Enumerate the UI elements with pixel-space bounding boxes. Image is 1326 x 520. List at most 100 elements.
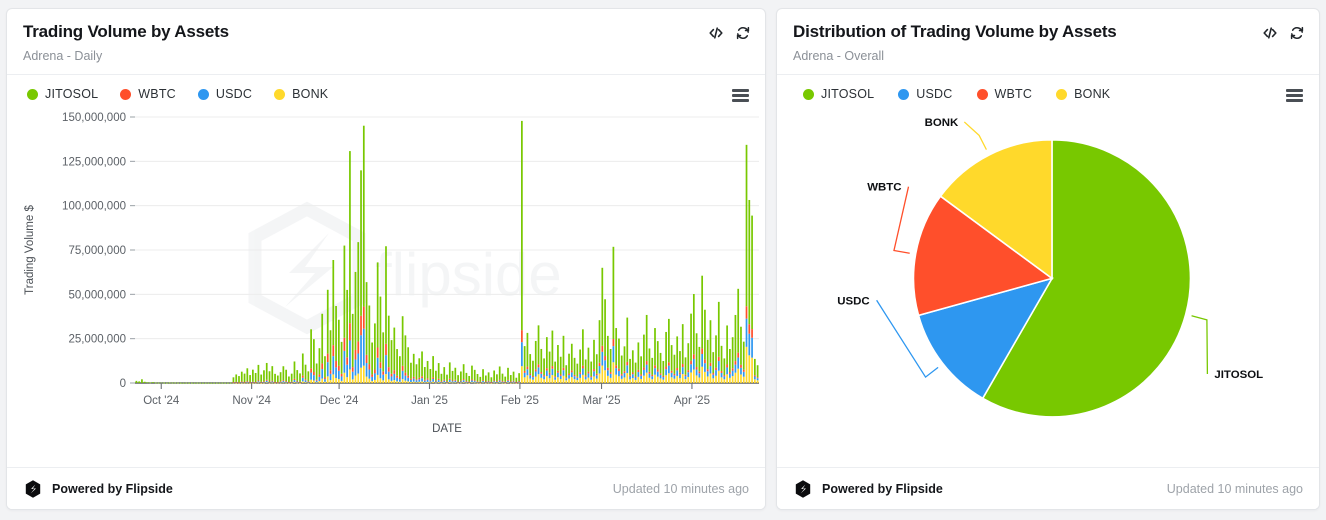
bar-segment xyxy=(410,382,412,383)
flipside-logo-icon xyxy=(793,479,813,499)
bar-segment xyxy=(604,370,606,383)
bar-segment xyxy=(606,367,609,371)
bar-segment xyxy=(726,367,728,375)
left-header-tools xyxy=(708,25,751,41)
bar-segment xyxy=(543,358,545,376)
page-title: Trading Volume by Assets xyxy=(23,22,229,41)
bar-segment xyxy=(590,379,593,383)
legend-item-jitosol[interactable]: JITOSOL xyxy=(803,87,874,101)
bar-segment xyxy=(268,381,271,383)
bar-segment xyxy=(335,360,337,368)
bar-segment xyxy=(634,379,637,383)
bar-segment xyxy=(332,260,335,346)
bar-segment xyxy=(332,374,335,383)
flipside-watermark: flipside xyxy=(248,201,562,335)
bar-segment xyxy=(493,382,496,384)
bar-segment xyxy=(626,365,629,374)
bar-segment xyxy=(432,377,434,380)
bar-segment xyxy=(326,376,329,383)
bar-segment xyxy=(681,367,684,375)
bar-segment xyxy=(401,379,404,383)
hamburger-menu-icon[interactable] xyxy=(732,89,749,102)
bar-segment xyxy=(146,382,149,384)
bar-segment xyxy=(288,382,290,383)
bar-segment xyxy=(138,381,141,383)
bar-segment xyxy=(656,371,659,377)
bar-segment xyxy=(626,317,629,362)
pie-chart[interactable]: JITOSOL USDC WBTC BONK xyxy=(777,107,1319,458)
refresh-icon[interactable] xyxy=(735,25,751,41)
legend-item-wbtc[interactable]: WBTC xyxy=(976,87,1033,101)
bar-segment xyxy=(537,364,540,368)
bar-segment xyxy=(351,313,354,368)
bar-segment xyxy=(618,376,620,383)
legend-item-jitosol[interactable]: JITOSOL xyxy=(27,87,98,101)
code-brackets-icon[interactable] xyxy=(708,25,724,41)
bar-segment xyxy=(465,372,468,382)
bar-segment xyxy=(623,371,626,374)
bar-segment xyxy=(576,377,579,381)
bar-segment xyxy=(324,356,326,378)
bar-segment xyxy=(235,382,238,384)
stacked-bar-chart[interactable]: flipside 0 25,000,000 50,000,000 75,000,000 1… xyxy=(7,107,765,459)
bar-segment xyxy=(623,377,626,383)
bar-segment xyxy=(260,381,263,383)
bar-segment xyxy=(479,376,482,382)
bar-segment xyxy=(587,377,590,383)
bar-segment xyxy=(346,357,349,365)
bar-segment xyxy=(462,379,465,381)
bar-segment xyxy=(177,382,179,384)
bar-segment xyxy=(410,379,412,383)
legend-item-wbtc[interactable]: WBTC xyxy=(120,87,176,101)
bar-segment xyxy=(637,342,640,370)
card-subtitle: Adrena - Daily xyxy=(23,49,103,63)
bar-segment xyxy=(390,380,393,383)
bar-segment xyxy=(737,288,740,353)
bar-segment xyxy=(582,365,584,369)
bar-segment xyxy=(374,379,376,383)
bar-segment xyxy=(210,382,213,384)
bar-segment xyxy=(432,356,434,378)
bar-segment xyxy=(310,372,312,380)
footer-brand-label: Powered by Flipside xyxy=(822,481,943,496)
code-brackets-icon[interactable] xyxy=(1262,25,1278,41)
bar-segment xyxy=(537,325,540,365)
legend-item-bonk[interactable]: BONK xyxy=(1056,87,1110,101)
bar-segment xyxy=(451,382,454,384)
legend-label-bonk: BONK xyxy=(292,87,329,101)
bar-segment xyxy=(371,376,373,382)
refresh-icon[interactable] xyxy=(1289,25,1305,41)
bar-segment xyxy=(454,382,457,384)
bar-segment xyxy=(484,375,487,382)
bar-segment xyxy=(515,377,518,382)
bar-segment xyxy=(559,374,562,376)
bar-segment xyxy=(343,350,346,373)
bar-segment xyxy=(695,366,698,370)
bar-segment xyxy=(654,374,656,383)
bar-segment xyxy=(482,381,484,383)
trading-volume-card: Trading Volume by Assets Adrena - Daily xyxy=(6,8,766,510)
bar-segment xyxy=(534,340,537,370)
bar-segment xyxy=(751,329,753,338)
bar-segment xyxy=(423,380,426,383)
bar-segment xyxy=(687,370,690,373)
bar-segment xyxy=(604,360,606,371)
bar-segment xyxy=(252,382,254,384)
bar-segment xyxy=(565,380,568,383)
bar-segment xyxy=(551,375,554,383)
legend-item-usdc[interactable]: USDC xyxy=(197,87,252,101)
bar-segment xyxy=(637,372,640,377)
bar-segment xyxy=(698,373,701,378)
hamburger-menu-icon[interactable] xyxy=(1286,89,1303,102)
bar-segment xyxy=(684,357,687,375)
bar-segment xyxy=(154,382,157,384)
bar-segment xyxy=(437,380,440,383)
bar-segment xyxy=(587,371,590,374)
bar-segment xyxy=(396,375,398,378)
legend-item-usdc[interactable]: USDC xyxy=(898,87,952,101)
bar-segment xyxy=(465,381,468,382)
bar-segment xyxy=(379,362,382,369)
legend-item-bonk[interactable]: BONK xyxy=(274,87,328,101)
bar-segment xyxy=(559,378,562,383)
bar-segment xyxy=(307,381,310,383)
